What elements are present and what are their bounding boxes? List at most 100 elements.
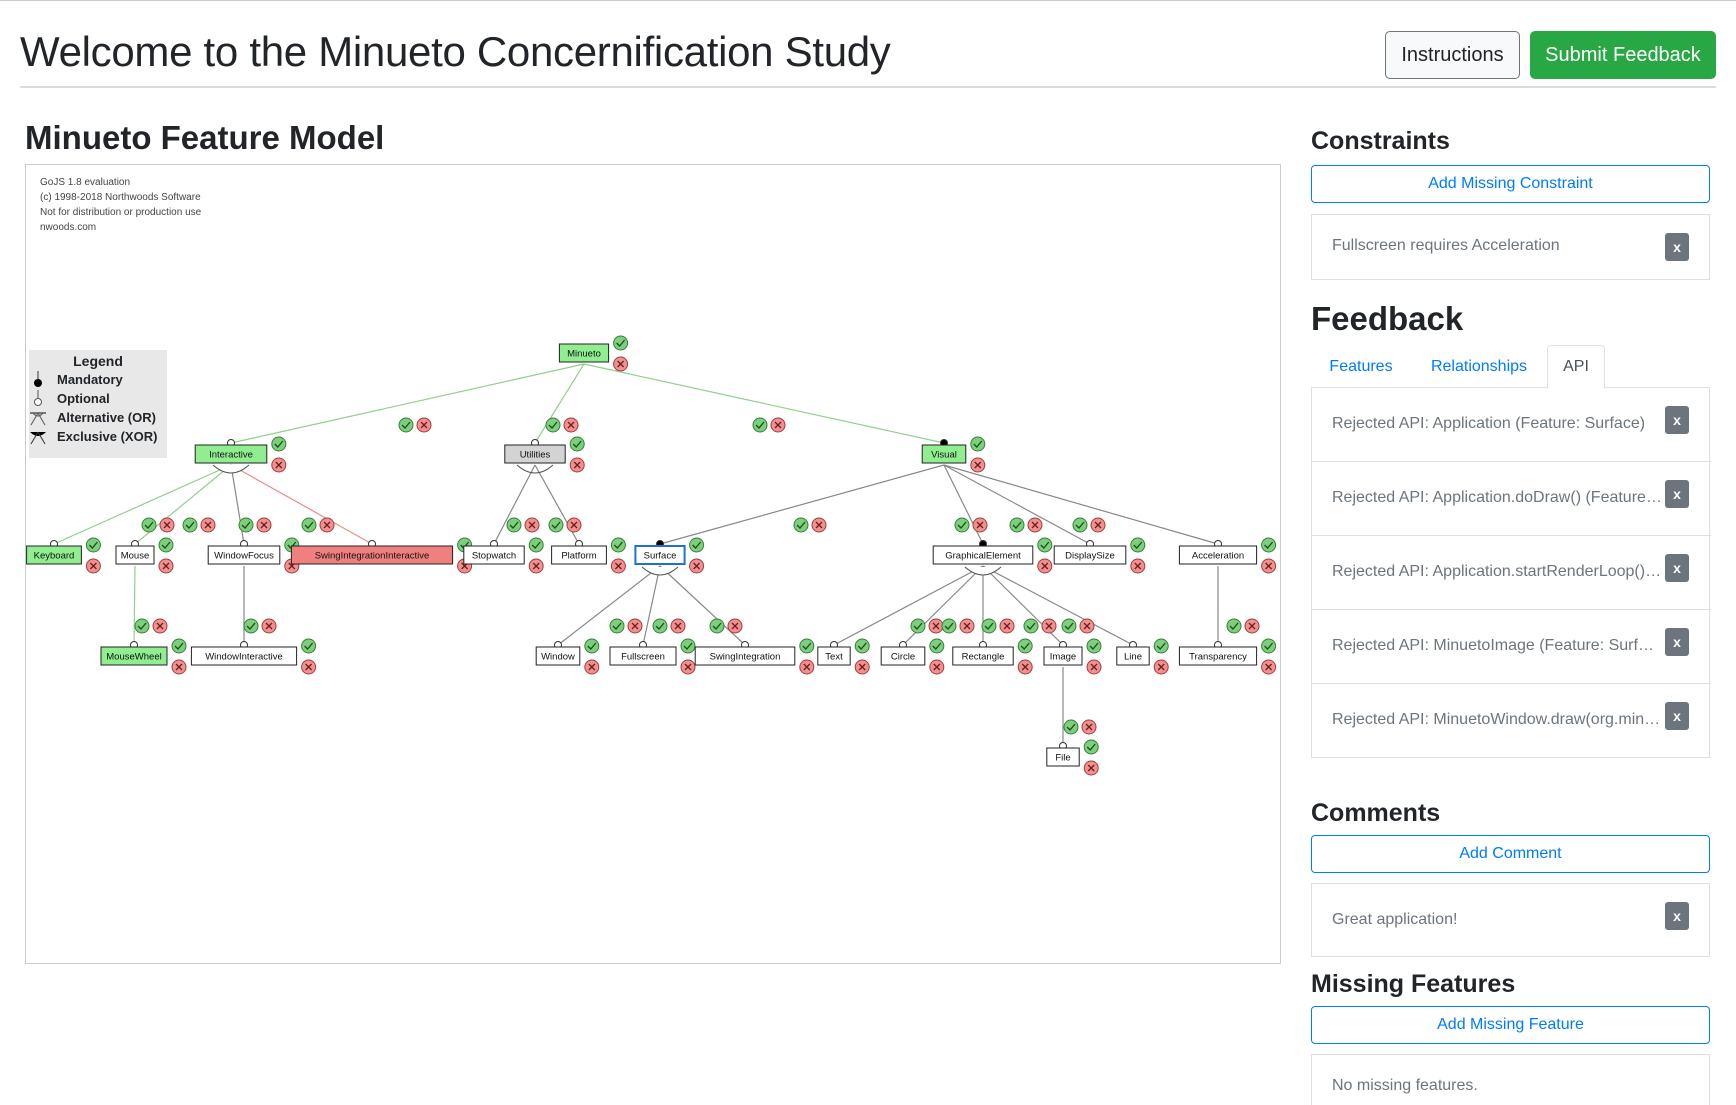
- edge-accept-icon[interactable]: [238, 517, 254, 533]
- relationship-edge[interactable]: [133, 565, 136, 646]
- edge-accept-icon[interactable]: [398, 417, 414, 433]
- feature-node-visual[interactable]: [921, 444, 967, 464]
- relationship-edge[interactable]: [230, 464, 245, 545]
- relationship-edge[interactable]: [943, 464, 1091, 545]
- feature-node-stopwatch[interactable]: [463, 545, 525, 565]
- feature-accept-icon[interactable]: [301, 638, 317, 654]
- remove-comment-button[interactable]: x: [1665, 902, 1689, 930]
- feature-node-file[interactable]: [1046, 747, 1080, 767]
- relationship-edge[interactable]: [534, 363, 585, 444]
- feature-node-line[interactable]: [1116, 646, 1150, 666]
- feature-accept-icon[interactable]: [1037, 537, 1053, 553]
- feature-accept-icon[interactable]: [171, 638, 187, 654]
- remove-feedback-button[interactable]: x: [1665, 406, 1689, 434]
- remove-feedback-button[interactable]: x: [1665, 480, 1689, 508]
- relationship-edge[interactable]: [902, 565, 984, 646]
- relationship-edge[interactable]: [659, 565, 746, 646]
- add-missing-constraint-button[interactable]: Add Missing Constraint: [1311, 165, 1710, 203]
- feature-accept-icon[interactable]: [528, 537, 544, 553]
- relationship-edge[interactable]: [230, 464, 373, 545]
- edge-accept-icon[interactable]: [1063, 719, 1079, 735]
- edge-accept-icon[interactable]: [506, 517, 522, 533]
- edge-accept-icon[interactable]: [141, 517, 157, 533]
- feature-accept-icon[interactable]: [569, 436, 585, 452]
- feature-node-mouse[interactable]: [115, 545, 155, 565]
- feature-node-utilities[interactable]: [504, 444, 566, 464]
- edge-accept-icon[interactable]: [548, 517, 564, 533]
- edge-accept-icon[interactable]: [1226, 618, 1242, 634]
- edge-accept-icon[interactable]: [1023, 618, 1039, 634]
- feature-accept-icon[interactable]: [689, 537, 705, 553]
- relationship-edge[interactable]: [53, 464, 232, 545]
- feature-accept-icon[interactable]: [610, 537, 626, 553]
- feature-node-minueto[interactable]: [558, 343, 610, 363]
- feature-accept-icon[interactable]: [799, 638, 815, 654]
- relationship-edge[interactable]: [642, 565, 661, 646]
- feature-accept-icon[interactable]: [1086, 638, 1102, 654]
- edge-accept-icon[interactable]: [182, 517, 198, 533]
- feature-node-window-interactive[interactable]: [190, 646, 298, 666]
- feature-accept-icon[interactable]: [929, 638, 945, 654]
- remove-feedback-button[interactable]: x: [1665, 554, 1689, 582]
- tab-relationships[interactable]: Relationships: [1430, 357, 1528, 375]
- feature-node-fullscreen[interactable]: [609, 646, 677, 666]
- remove-feedback-button[interactable]: x: [1665, 702, 1689, 730]
- edge-accept-icon[interactable]: [941, 618, 957, 634]
- edge-accept-icon[interactable]: [1072, 517, 1088, 533]
- edge-accept-icon[interactable]: [243, 618, 259, 634]
- feature-accept-icon[interactable]: [613, 335, 629, 351]
- feature-accept-icon[interactable]: [1261, 638, 1277, 654]
- feature-node-display-size[interactable]: [1053, 545, 1127, 565]
- feature-node-rectangle[interactable]: [952, 646, 1014, 666]
- feature-node-interactive[interactable]: [194, 444, 268, 464]
- feature-accept-icon[interactable]: [85, 537, 101, 553]
- feature-node-graphical-element[interactable]: [932, 545, 1034, 565]
- edge-accept-icon[interactable]: [752, 417, 768, 433]
- feature-node-swing-integration[interactable]: [694, 646, 796, 666]
- feature-node-swing-integration-interactive[interactable]: [290, 545, 454, 565]
- relationship-edge[interactable]: [943, 464, 1219, 545]
- feature-accept-icon[interactable]: [1261, 537, 1277, 553]
- relationship-edge[interactable]: [583, 363, 945, 444]
- feature-model-diagram[interactable]: GoJS 1.8 evaluation (c) 1998-2018 Northw…: [25, 164, 1281, 964]
- edge-accept-icon[interactable]: [954, 517, 970, 533]
- feature-accept-icon[interactable]: [158, 537, 174, 553]
- edge-accept-icon[interactable]: [134, 618, 150, 634]
- feature-accept-icon[interactable]: [680, 638, 696, 654]
- tab-features[interactable]: Features: [1329, 357, 1393, 375]
- edge-accept-icon[interactable]: [709, 618, 725, 634]
- feature-accept-icon[interactable]: [1153, 638, 1169, 654]
- feature-node-keyboard[interactable]: [26, 545, 82, 565]
- feature-accept-icon[interactable]: [1083, 739, 1099, 755]
- add-missing-feature-button[interactable]: Add Missing Feature: [1311, 1006, 1710, 1044]
- remove-constraint-button[interactable]: x: [1665, 233, 1689, 261]
- relationship-edge[interactable]: [557, 565, 661, 646]
- feature-node-surface[interactable]: [634, 545, 686, 565]
- edge-accept-icon[interactable]: [981, 618, 997, 634]
- feature-node-mouse-wheel[interactable]: [100, 646, 168, 666]
- feature-tree[interactable]: Minueto Interactive Utilities Visual Keyboar…: [26, 165, 1281, 964]
- instructions-button[interactable]: Instructions: [1385, 31, 1520, 79]
- tab-api[interactable]: API: [1547, 345, 1605, 389]
- edge-accept-icon[interactable]: [652, 618, 668, 634]
- edge-accept-icon[interactable]: [609, 618, 625, 634]
- feature-node-transparency[interactable]: [1178, 646, 1258, 666]
- relationship-edge[interactable]: [833, 565, 984, 646]
- feature-accept-icon[interactable]: [1130, 537, 1146, 553]
- feature-accept-icon[interactable]: [584, 638, 600, 654]
- feature-node-window-focus[interactable]: [207, 545, 281, 565]
- feature-accept-icon[interactable]: [854, 638, 870, 654]
- feature-node-circle[interactable]: [880, 646, 926, 666]
- edge-accept-icon[interactable]: [1061, 618, 1077, 634]
- feature-node-text[interactable]: [817, 646, 851, 666]
- feature-accept-icon[interactable]: [970, 436, 986, 452]
- feature-node-window[interactable]: [535, 646, 581, 666]
- feature-node-acceleration[interactable]: [1178, 545, 1258, 565]
- edge-accept-icon[interactable]: [910, 618, 926, 634]
- relationship-edge[interactable]: [230, 363, 585, 444]
- feature-accept-icon[interactable]: [271, 436, 287, 452]
- edge-accept-icon[interactable]: [545, 417, 561, 433]
- feature-node-image[interactable]: [1043, 646, 1083, 666]
- relationship-edge[interactable]: [659, 464, 945, 545]
- add-comment-button[interactable]: Add Comment: [1311, 835, 1710, 873]
